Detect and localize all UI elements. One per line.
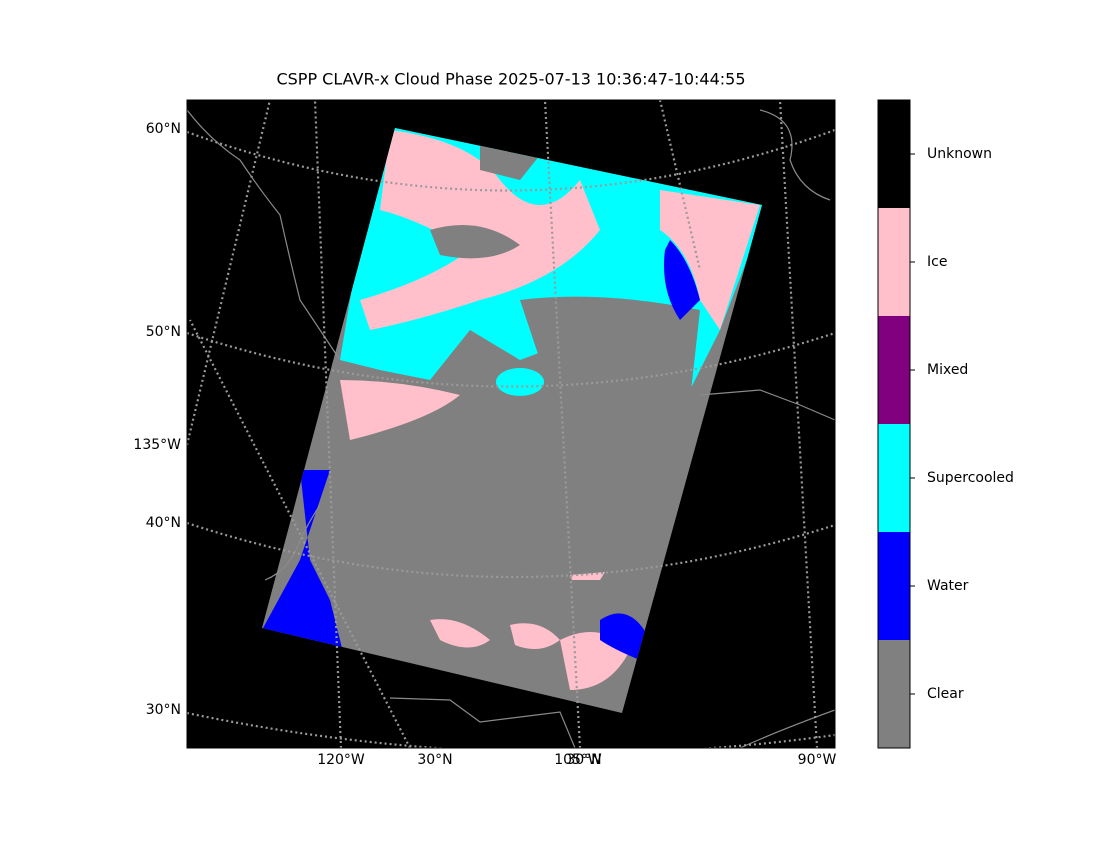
lon-label: 90°W [798,752,837,768]
colorbar-segment [878,532,910,640]
colorbar: Clear Water Supercooled Mixed Ice Unknown [877,99,1014,749]
colorbar-segment [878,208,910,316]
colorbar-segment [878,640,910,748]
lon-label: 120°W [317,752,365,768]
colorbar-label: Ice [927,254,947,270]
lat-label: 30°N [417,752,452,768]
lat-label: 30°N [146,702,181,718]
lat-label: 50°N [146,324,181,340]
colorbar-label: Supercooled [927,470,1014,486]
colorbar-segment [878,316,910,424]
lon-label: 105°W [554,752,602,768]
colorbar-label: Clear [927,686,964,702]
colorbar-label: Mixed [927,362,968,378]
map-frame [186,99,836,749]
lon-label: 135°W [133,437,181,453]
colorbar-segment [878,100,910,208]
cloud-field [262,128,762,690]
colorbar-frame [877,99,911,749]
title: CSPP CLAVR-x Cloud Phase 2025-07-13 10:3… [276,70,745,89]
colorbar-label: Water [927,578,969,594]
lat-label: 30°N [566,752,601,768]
colorbar-segment [878,424,910,532]
colorbar-label: Unknown [927,146,992,162]
lat-label: 60°N [146,121,181,137]
map [186,99,836,749]
map-labels: 60°N 50°N 135°W 40°N 30°N 120°W 30°N 105… [133,121,836,768]
lat-label: 40°N [146,515,181,531]
